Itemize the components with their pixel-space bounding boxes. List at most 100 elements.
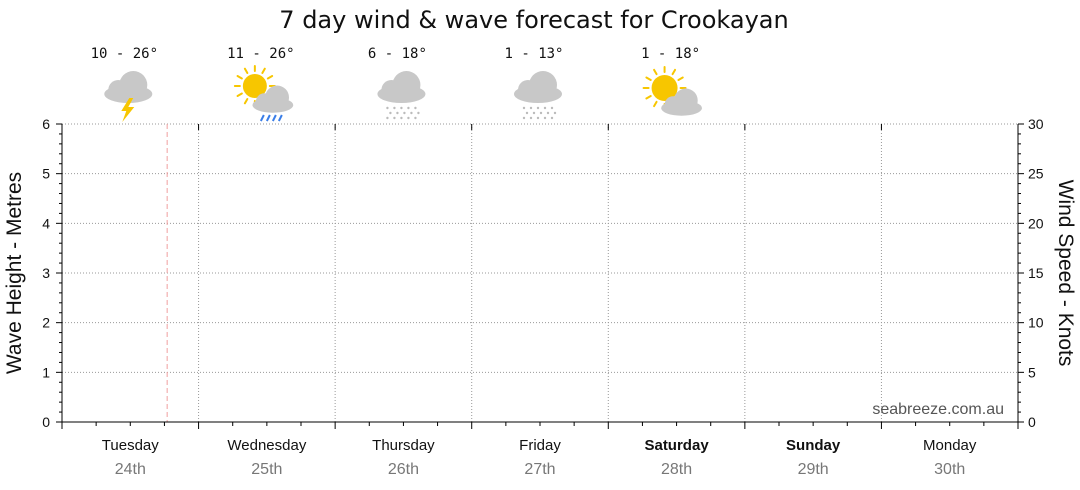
drizzle-dot	[529, 106, 533, 110]
raindrop	[277, 114, 283, 122]
drizzle-dot	[407, 116, 410, 120]
date-label: 26th	[388, 461, 419, 478]
drizzle-dot	[410, 111, 413, 115]
sun-ray	[645, 76, 652, 81]
temperature-range: 1 - 18°	[641, 46, 700, 62]
y-right-tick-label: 25	[1028, 166, 1044, 182]
y-left-tick-label: 3	[42, 265, 50, 281]
drizzle-dot	[417, 111, 420, 115]
drizzle-dot	[536, 116, 540, 120]
day-label: Tuesday	[102, 437, 159, 454]
raindrop	[271, 114, 277, 122]
sun-ray	[653, 68, 658, 76]
cloud-drizzle-icon	[514, 71, 562, 120]
daily-forecast: 10 - 26° 11 - 26° 6 - 18° 1 - 13° 1 - 18°	[91, 46, 702, 122]
temperature-range: 10 - 26°	[91, 46, 158, 62]
cloud-shape	[392, 71, 421, 99]
sun-ray	[645, 95, 652, 100]
y-left-tick-label: 0	[42, 414, 50, 430]
drizzle-dot	[532, 111, 536, 115]
cloud-shape	[673, 88, 698, 113]
temperature-range: 11 - 26°	[227, 46, 294, 62]
lightning-bolt	[121, 98, 135, 122]
y-axis-left-label: Wave Height - Metres	[3, 172, 26, 374]
drizzle-dot	[407, 106, 410, 110]
drizzle-dot	[393, 106, 396, 110]
drizzle-dot	[386, 106, 389, 110]
drizzle-dot	[525, 111, 529, 115]
drizzle-dot	[403, 111, 406, 115]
drizzle-dot	[529, 116, 533, 120]
day-label: Monday	[923, 437, 977, 454]
raindrop	[265, 114, 271, 122]
drizzle-dot	[389, 111, 392, 115]
cloud-shape	[265, 85, 290, 110]
day-label: Sunday	[786, 437, 841, 454]
y-left-tick-label: 6	[42, 116, 50, 132]
sun-ray	[243, 67, 249, 75]
axes	[56, 123, 1024, 429]
raindrop	[259, 114, 265, 122]
sun-disc	[242, 74, 267, 98]
drizzle-dot	[522, 116, 526, 120]
drizzle-dot	[536, 106, 540, 110]
sun-disc	[651, 75, 678, 101]
y-right-tick-label: 10	[1028, 315, 1044, 331]
thunderstorm-cloud-icon	[104, 71, 153, 122]
y-right-tick-label: 15	[1028, 265, 1044, 281]
sun-ray	[671, 68, 677, 76]
day-labels: Tuesday 24th Wednesday 25th Thursday 26th Frid…	[102, 437, 977, 478]
drizzle-dot	[553, 111, 557, 115]
cloud-shape	[529, 71, 557, 99]
sun-ray	[653, 100, 658, 108]
y-right-tick-label: 0	[1028, 414, 1036, 430]
sun-ray	[677, 76, 684, 81]
sun-ray	[243, 97, 249, 105]
drizzle-dot	[414, 106, 417, 110]
date-label: 28th	[661, 461, 692, 478]
day-label: Friday	[519, 437, 561, 454]
y-left-tick-label: 2	[42, 315, 50, 331]
drizzle-dot	[543, 106, 547, 110]
drizzle-dot	[393, 116, 396, 120]
y-left-tick-label: 1	[42, 364, 50, 380]
y-right-tick-label: 30	[1028, 116, 1044, 132]
drizzle-dot	[386, 116, 389, 120]
tick-labels: 0 1 2 3 4 5 6 0 5 10 15 20 25 30	[42, 116, 1044, 430]
partly-cloudy-icon	[642, 66, 702, 116]
y-axis-right-label: Wind Speed - Knots	[1054, 180, 1077, 367]
date-label: 29th	[798, 461, 829, 478]
sun-ray	[261, 67, 266, 75]
drizzle-dot	[550, 106, 554, 110]
watermark: seabreeze.com.au	[872, 401, 1004, 418]
drizzle-dot	[550, 116, 554, 120]
drizzle-dot	[543, 116, 547, 120]
y-left-tick-label: 5	[42, 166, 50, 182]
temperature-range: 1 - 13°	[504, 46, 563, 62]
day-label: Wednesday	[227, 437, 306, 454]
y-right-tick-label: 5	[1028, 364, 1036, 380]
drizzle-dot	[414, 116, 417, 120]
sun-ray	[236, 92, 243, 97]
sun-ray	[236, 75, 243, 80]
cloud-drizzle-icon	[377, 71, 426, 120]
date-label: 24th	[115, 461, 146, 478]
drizzle-dot	[539, 111, 543, 115]
date-label: 25th	[251, 461, 282, 478]
sun-showers-icon	[233, 65, 294, 122]
sun-ray	[266, 75, 274, 80]
y-right-tick-label: 20	[1028, 215, 1044, 231]
drizzle-dot	[396, 111, 399, 115]
date-label: 30th	[934, 461, 965, 478]
date-label: 27th	[524, 461, 555, 478]
grid	[62, 123, 1018, 422]
chart-title: 7 day wind & wave forecast for Crookayan	[279, 6, 788, 34]
drizzle-dot	[400, 116, 403, 120]
cloud-shape	[119, 71, 148, 99]
drizzle-dot	[522, 106, 526, 110]
temperature-range: 6 - 18°	[368, 46, 427, 62]
y-left-tick-label: 4	[42, 215, 50, 231]
drizzle-dot	[546, 111, 550, 115]
day-label: Thursday	[372, 437, 435, 454]
